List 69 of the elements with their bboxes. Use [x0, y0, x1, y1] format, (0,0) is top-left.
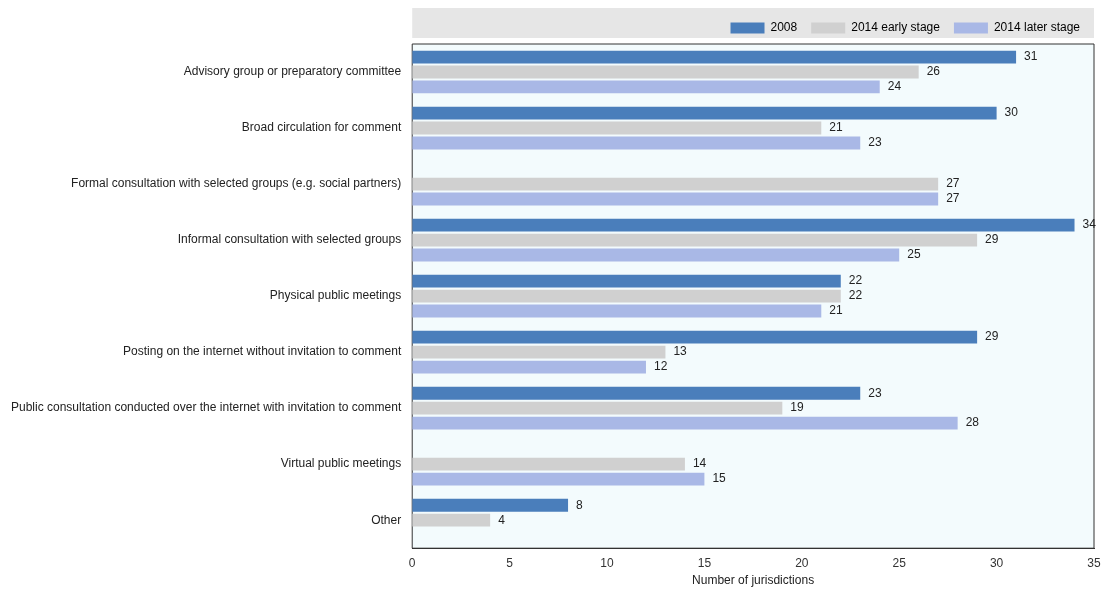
bar — [412, 289, 841, 303]
bar — [412, 330, 978, 344]
bar — [412, 513, 491, 527]
data-label: 4 — [498, 512, 506, 527]
x-tick-label: 35 — [1087, 555, 1101, 570]
bar — [412, 498, 569, 512]
x-tick-label: 10 — [600, 555, 615, 570]
bar — [412, 218, 1075, 232]
data-label: 15 — [712, 471, 727, 486]
bar — [412, 472, 705, 486]
legend-label: 2008 — [770, 20, 798, 35]
data-label: 22 — [848, 288, 863, 303]
bar — [412, 50, 1017, 64]
data-label: 12 — [653, 359, 668, 374]
y-tick-label: Informal consultation with selected groups — [177, 232, 402, 247]
x-tick-label: 5 — [506, 555, 514, 570]
x-tick-label: 25 — [892, 555, 907, 570]
bar — [412, 233, 978, 247]
bar — [412, 457, 685, 471]
x-tick-label: 20 — [795, 555, 809, 570]
y-tick-label: Broad circulation for comment — [241, 120, 402, 135]
bar — [412, 80, 880, 94]
data-label: 29 — [985, 232, 999, 247]
bar — [412, 121, 822, 135]
data-label: 13 — [673, 344, 688, 359]
bar — [412, 106, 997, 120]
data-label: 28 — [965, 415, 980, 430]
data-label: 23 — [868, 385, 882, 400]
legend-label: 2014 early stage — [851, 20, 941, 35]
y-tick-label: Advisory group or preparatory committee — [183, 64, 402, 79]
bar — [412, 345, 666, 359]
data-label: 34 — [1082, 217, 1097, 232]
y-tick-label: Other — [371, 512, 402, 527]
data-label: 30 — [1004, 105, 1019, 120]
bar — [412, 416, 958, 430]
bar — [412, 386, 861, 400]
x-axis-title: Number of jurisdictions — [692, 573, 815, 588]
data-label: 24 — [887, 79, 902, 94]
y-tick-label: Posting on the internet without invitation to comment — [123, 344, 402, 359]
bar — [412, 192, 939, 206]
bar — [412, 304, 822, 318]
bar — [412, 248, 900, 262]
bar — [412, 177, 939, 191]
data-label: 25 — [907, 247, 921, 262]
data-label: 26 — [926, 64, 941, 79]
data-label: 29 — [985, 329, 999, 344]
y-tick-label: Virtual public meetings — [280, 456, 402, 471]
data-label: 31 — [1024, 49, 1038, 64]
bar — [412, 274, 841, 288]
data-label: 19 — [790, 400, 804, 415]
bar — [412, 65, 919, 79]
bar — [412, 136, 861, 150]
x-tick-label: 0 — [408, 555, 416, 570]
data-label: 27 — [946, 176, 960, 191]
data-label: 21 — [829, 120, 843, 135]
bar — [412, 401, 783, 415]
y-tick-label: Formal consultation with selected groups (e.g. social partners) — [71, 176, 402, 191]
y-tick-label: Physical public meetings — [269, 288, 402, 303]
data-label: 8 — [576, 497, 584, 512]
data-label: 21 — [829, 303, 843, 318]
x-tick-label: 15 — [697, 555, 712, 570]
x-tick-label: 30 — [989, 555, 1004, 570]
data-label: 23 — [868, 135, 882, 150]
data-label: 22 — [848, 273, 863, 288]
data-label: 27 — [946, 191, 960, 206]
y-tick-label: Public consultation conducted over the internet with invitation to comment — [11, 400, 402, 415]
legend-label: 2014 later stage — [993, 20, 1081, 35]
data-label: 14 — [692, 456, 707, 471]
bar — [412, 360, 646, 374]
